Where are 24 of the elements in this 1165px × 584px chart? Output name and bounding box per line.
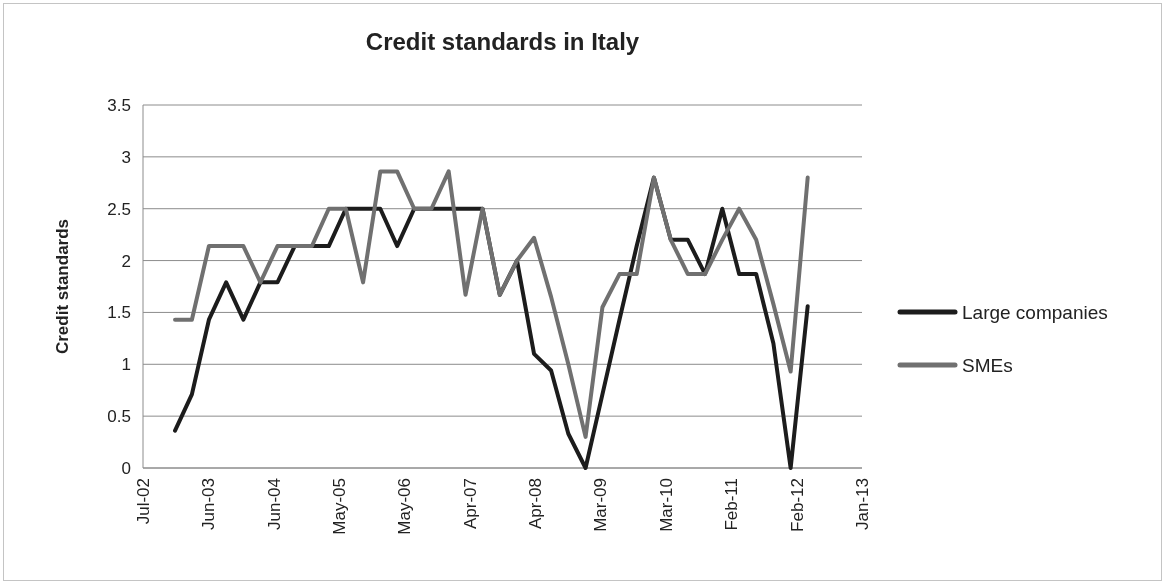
x-tick-label: Mar-09 bbox=[591, 478, 611, 532]
x-tick-label: Jun-04 bbox=[264, 478, 284, 530]
y-axis-title: Credit standards bbox=[53, 218, 72, 355]
y-tick-label: 1 bbox=[121, 355, 131, 375]
chart-title: Credit standards in Italy bbox=[365, 28, 640, 55]
y-tick-label: 0.5 bbox=[107, 407, 131, 427]
x-tick-label: Jan-13 bbox=[852, 478, 872, 530]
x-tick-label: Apr-07 bbox=[460, 478, 480, 530]
x-tick-label: May-06 bbox=[395, 478, 415, 535]
x-tick-label: Jun-03 bbox=[199, 478, 219, 530]
x-tick-label: Feb-11 bbox=[722, 478, 742, 531]
y-tick-label: 1.5 bbox=[107, 303, 131, 323]
y-tick-label: 2 bbox=[121, 251, 131, 271]
legend-label: SMEs bbox=[962, 354, 1013, 376]
y-tick-label: 3.5 bbox=[107, 95, 131, 115]
x-tick-label: Feb-12 bbox=[787, 478, 807, 532]
y-tick-label: 3 bbox=[121, 147, 131, 167]
x-tick-label: Jul-02 bbox=[133, 478, 153, 525]
x-tick-label: Mar-10 bbox=[656, 478, 676, 532]
y-tick-label: 2.5 bbox=[107, 199, 131, 219]
x-tick-label: Apr-08 bbox=[526, 478, 546, 530]
x-tick-label: May-05 bbox=[330, 478, 350, 535]
legend-label: Large companies bbox=[962, 301, 1108, 323]
y-tick-label: 0 bbox=[121, 458, 131, 478]
